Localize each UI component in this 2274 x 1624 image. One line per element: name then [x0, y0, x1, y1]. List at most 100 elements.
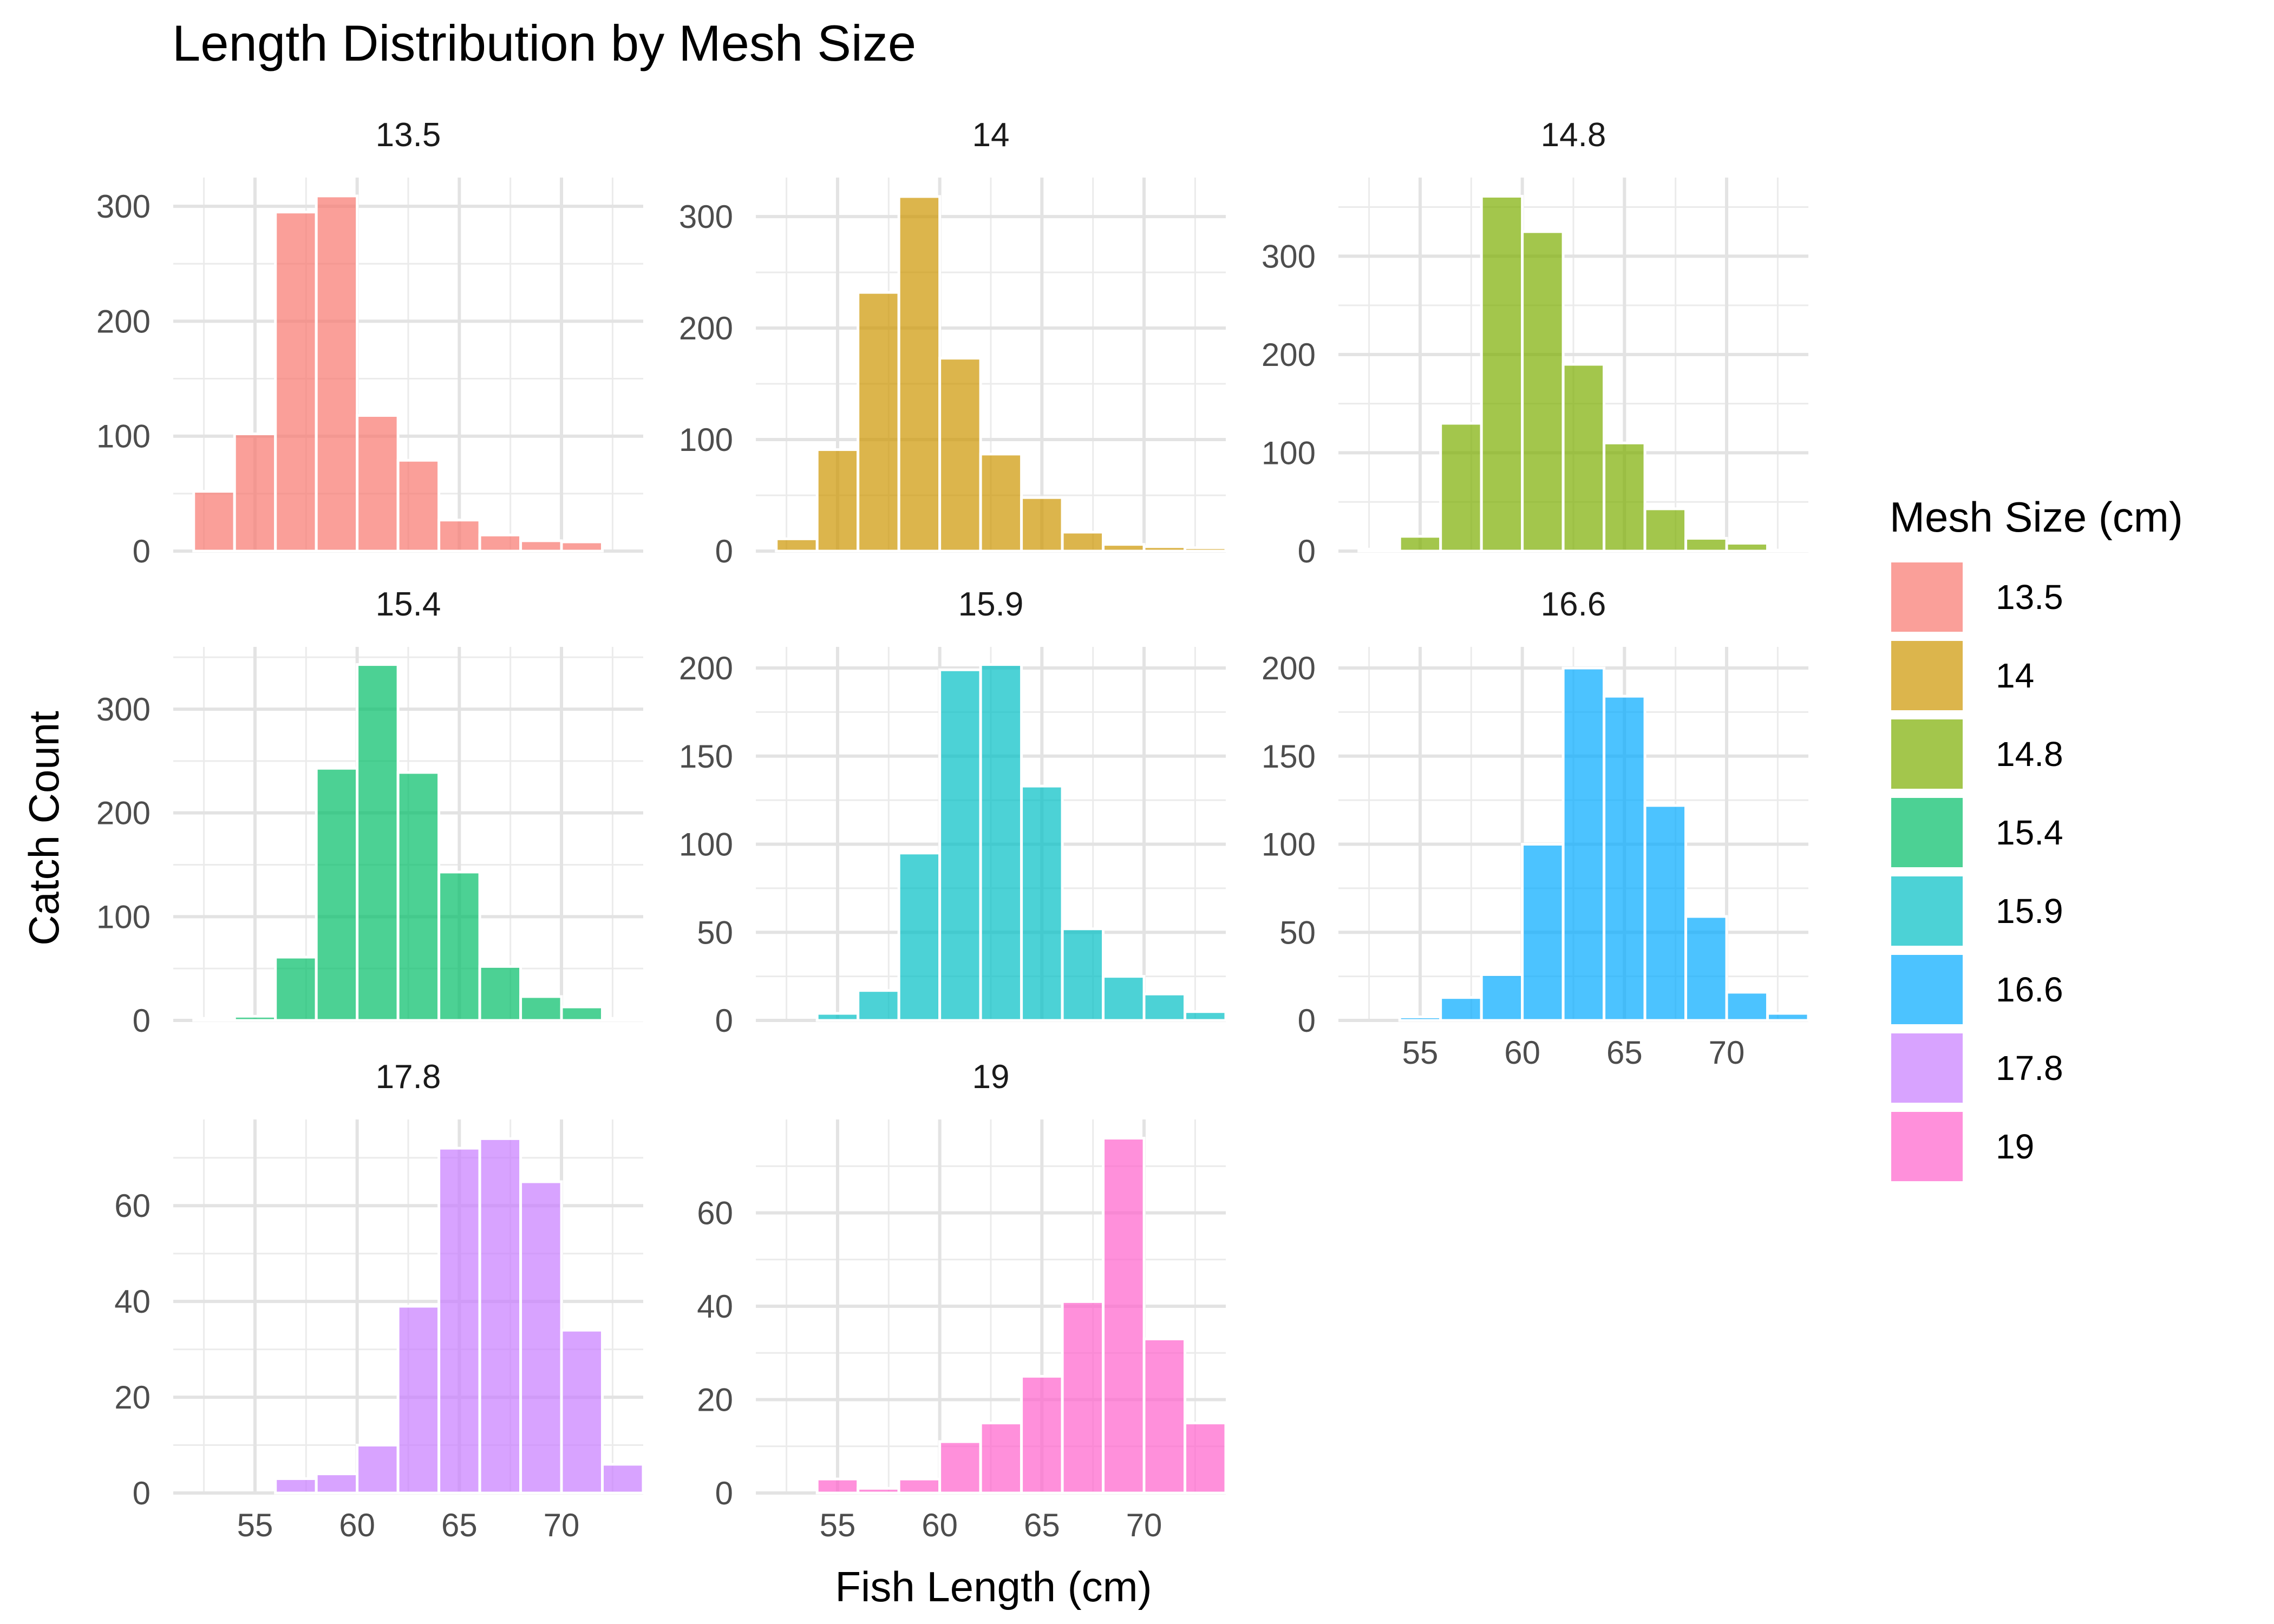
y-tick-label: 100 [1262, 435, 1316, 471]
legend-title: Mesh Size (cm) [1890, 493, 2183, 541]
bar [315, 1472, 359, 1495]
x-tick-label: 55 [237, 1507, 273, 1543]
bar [1061, 1300, 1105, 1495]
y-tick-label: 0 [133, 1003, 151, 1039]
bar [437, 870, 481, 1022]
panel-14: 14 0 100 200 300 [679, 116, 1227, 569]
bar [1020, 496, 1064, 553]
facet-label-14: 14 [972, 116, 1010, 154]
panel-17.8: 17.8 0 20 40 60 55 60 65 70 [114, 1058, 645, 1543]
bar [938, 668, 982, 1022]
facet-label-15.9: 15.9 [958, 586, 1024, 623]
legend-key-13.5 [1888, 559, 1966, 635]
x-tick-label: 70 [1709, 1034, 1745, 1071]
y-axis-title: Catch Count [20, 711, 68, 946]
bar [356, 663, 400, 1022]
bar [1020, 784, 1064, 1022]
bar [1020, 1374, 1064, 1495]
y-tick-label: 150 [1262, 738, 1316, 775]
bar [396, 771, 441, 1022]
bar [938, 1440, 982, 1495]
y-tick-label: 300 [679, 199, 733, 235]
bar [396, 459, 441, 553]
bar [1480, 973, 1524, 1022]
legend-label-14: 14 [1996, 656, 2034, 695]
y-tick-label: 200 [679, 650, 733, 686]
legend: Mesh Size (cm) 13.5 14 14.8 15.4 15.9 16.6 17.… [1888, 493, 2183, 1184]
x-tick-label: 60 [339, 1507, 375, 1543]
x-tick-label: 55 [820, 1507, 856, 1543]
y-tick-label: 0 [1298, 533, 1316, 569]
bar [897, 1477, 942, 1495]
panel-16.6: 16.6 0 50 100 150 200 55 60 65 70 [1262, 586, 1810, 1071]
chart-title: Length Distribution by Mesh Size [172, 15, 916, 71]
facet-label-14.8: 14.8 [1541, 116, 1606, 154]
bar [1357, 547, 1401, 553]
legend-label-17.8: 17.8 [1996, 1049, 2063, 1088]
y-tick-label: 200 [96, 795, 151, 831]
y-tick-label: 300 [96, 188, 151, 225]
bar [1398, 1015, 1442, 1022]
bar [519, 539, 563, 553]
y-tick-label: 200 [1262, 650, 1316, 686]
legend-label-16.6: 16.6 [1996, 970, 2063, 1009]
bar [1102, 543, 1146, 553]
bar [1725, 991, 1769, 1022]
bar [857, 1487, 900, 1495]
bar [1184, 1010, 1227, 1022]
bar [1184, 1422, 1227, 1495]
y-tick-label: 0 [715, 533, 733, 569]
facet-label-17.8: 17.8 [376, 1058, 441, 1096]
y-tick-label: 100 [679, 422, 733, 458]
legend-key-19 [1888, 1109, 1966, 1184]
bar [396, 1305, 441, 1495]
y-tick-label: 100 [1262, 827, 1316, 863]
y-tick-label: 40 [114, 1284, 151, 1320]
y-tick-label: 0 [1298, 1003, 1316, 1039]
x-tick-label: 65 [441, 1507, 478, 1543]
panel-19: 19 0 20 40 60 55 60 65 70 [697, 1058, 1227, 1543]
bar [1102, 975, 1146, 1022]
bar [897, 195, 942, 553]
bar [815, 448, 860, 553]
bar [1725, 541, 1769, 553]
facet-label-19: 19 [972, 1058, 1010, 1096]
bar [897, 852, 942, 1022]
x-axis-title: Fish Length (cm) [835, 1563, 1152, 1610]
bar [979, 1422, 1023, 1495]
bar [1521, 230, 1565, 553]
bar [437, 519, 481, 553]
y-tick-label: 20 [114, 1379, 151, 1416]
y-tick-label: 200 [1262, 337, 1316, 373]
facet-label-16.6: 16.6 [1541, 586, 1606, 623]
bar [315, 194, 359, 553]
legend-key-14 [1888, 638, 1966, 713]
legend-key-16.6 [1888, 952, 1966, 1027]
bar [274, 211, 318, 553]
y-tick-label: 200 [96, 303, 151, 339]
y-tick-label: 60 [697, 1195, 733, 1232]
x-tick-label: 70 [544, 1507, 580, 1543]
bar [815, 1477, 860, 1495]
legend-key-15.9 [1888, 873, 1966, 949]
bar [233, 1014, 277, 1022]
panel-13.5: 13.5 0 100 200 300 [96, 116, 643, 569]
x-tick-label: 60 [922, 1507, 958, 1543]
bar [1061, 531, 1105, 553]
bar [857, 291, 900, 553]
bar [601, 1017, 645, 1022]
bar [938, 357, 982, 553]
bar [1684, 536, 1728, 553]
bar [1398, 535, 1442, 553]
y-tick-label: 300 [1262, 238, 1316, 274]
bar [1439, 996, 1483, 1022]
y-tick-label: 50 [697, 914, 733, 951]
bar [1561, 363, 1606, 553]
y-tick-label: 0 [715, 1475, 733, 1511]
y-tick-label: 100 [96, 418, 151, 455]
panel-14.8: 14.8 0 100 200 300 [1262, 116, 1810, 569]
panel-15.4: 15.4 0 100 200 300 [96, 586, 645, 1039]
legend-label-19: 19 [1996, 1127, 2034, 1166]
legend-key-15.4 [1888, 795, 1966, 870]
